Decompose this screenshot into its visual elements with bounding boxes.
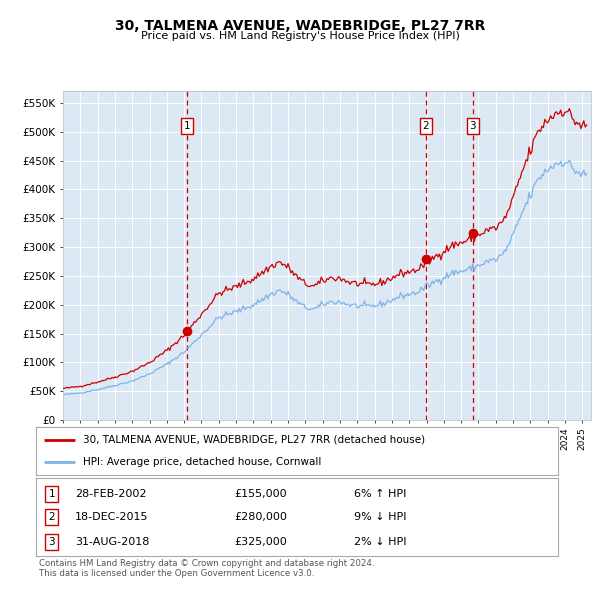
Text: HPI: Average price, detached house, Cornwall: HPI: Average price, detached house, Corn… bbox=[83, 457, 322, 467]
Text: 9% ↓ HPI: 9% ↓ HPI bbox=[355, 512, 407, 522]
Text: 6% ↑ HPI: 6% ↑ HPI bbox=[355, 489, 407, 499]
Text: 3: 3 bbox=[49, 537, 55, 548]
Text: Price paid vs. HM Land Registry's House Price Index (HPI): Price paid vs. HM Land Registry's House … bbox=[140, 31, 460, 41]
Text: 28-FEB-2002: 28-FEB-2002 bbox=[75, 489, 146, 499]
Text: This data is licensed under the Open Government Licence v3.0.: This data is licensed under the Open Gov… bbox=[39, 569, 314, 578]
Text: 31-AUG-2018: 31-AUG-2018 bbox=[75, 537, 149, 548]
Text: 3: 3 bbox=[469, 121, 476, 131]
Text: 18-DEC-2015: 18-DEC-2015 bbox=[75, 512, 149, 522]
Text: £155,000: £155,000 bbox=[235, 489, 287, 499]
Text: 30, TALMENA AVENUE, WADEBRIDGE, PL27 7RR (detached house): 30, TALMENA AVENUE, WADEBRIDGE, PL27 7RR… bbox=[83, 435, 425, 445]
Text: 2% ↓ HPI: 2% ↓ HPI bbox=[355, 537, 407, 548]
Text: Contains HM Land Registry data © Crown copyright and database right 2024.: Contains HM Land Registry data © Crown c… bbox=[39, 559, 374, 568]
Text: 1: 1 bbox=[184, 121, 190, 131]
Text: 2: 2 bbox=[49, 512, 55, 522]
Text: £325,000: £325,000 bbox=[235, 537, 287, 548]
Text: 1: 1 bbox=[49, 489, 55, 499]
Text: £280,000: £280,000 bbox=[235, 512, 287, 522]
Text: 2: 2 bbox=[422, 121, 429, 131]
Text: 30, TALMENA AVENUE, WADEBRIDGE, PL27 7RR: 30, TALMENA AVENUE, WADEBRIDGE, PL27 7RR bbox=[115, 19, 485, 33]
